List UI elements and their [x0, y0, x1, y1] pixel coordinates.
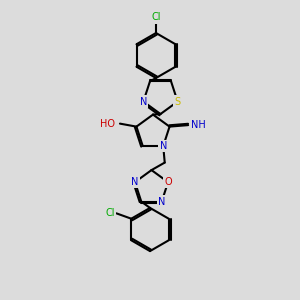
- Text: O: O: [164, 177, 172, 187]
- Text: Cl: Cl: [151, 12, 161, 22]
- Text: N: N: [160, 141, 167, 151]
- Text: Cl: Cl: [105, 208, 115, 218]
- Text: HO: HO: [100, 118, 116, 129]
- Text: N: N: [140, 97, 147, 106]
- Text: N: N: [131, 177, 139, 187]
- Text: S: S: [175, 97, 181, 106]
- Text: N: N: [158, 196, 165, 207]
- Text: NH: NH: [191, 120, 206, 130]
